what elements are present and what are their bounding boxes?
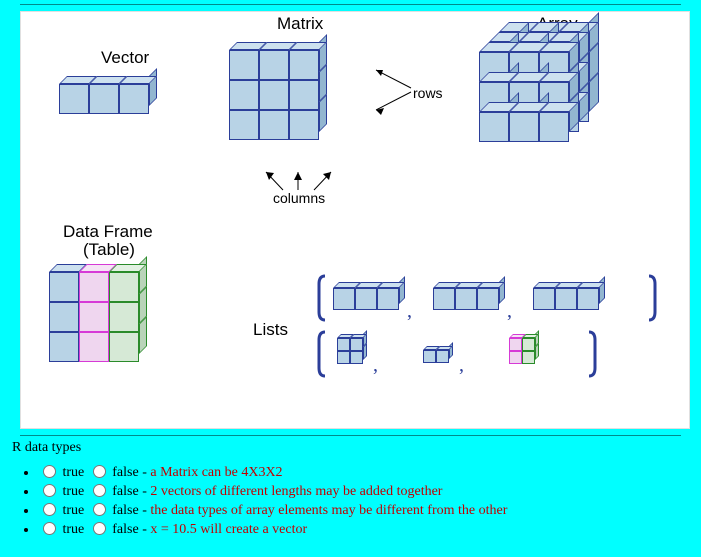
label-true: true — [59, 522, 88, 537]
label-true: true — [59, 484, 88, 499]
label-matrix: Matrix — [277, 14, 323, 34]
radio-true[interactable] — [43, 503, 56, 516]
question-statement: x = 10.5 will create a vector — [150, 522, 307, 537]
radio-true[interactable] — [43, 484, 56, 497]
question-title: R data types — [12, 440, 691, 456]
arrows-matrix — [221, 40, 421, 210]
question-statement: the data types of array elements may be … — [150, 503, 507, 518]
label-false: false — [109, 522, 139, 537]
radio-false[interactable] — [93, 484, 106, 497]
question-row: true false - 2 vectors of different leng… — [38, 481, 691, 500]
shape-array — [479, 42, 599, 142]
divider-top — [20, 4, 681, 5]
question-row: true false - the data types of array ele… — [38, 500, 691, 519]
radio-true[interactable] — [43, 465, 56, 478]
label-false: false — [109, 465, 139, 480]
label-true: true — [59, 503, 88, 518]
divider-bottom — [20, 435, 681, 436]
radio-false[interactable] — [93, 465, 106, 478]
label-true: true — [59, 465, 88, 480]
label-vector: Vector — [101, 48, 149, 68]
radio-false[interactable] — [93, 503, 106, 516]
label-false: false — [109, 503, 139, 518]
radio-true[interactable] — [43, 522, 56, 535]
radio-false[interactable] — [93, 522, 106, 535]
shape-dataframe — [49, 264, 147, 362]
label-false: false — [109, 484, 139, 499]
question-row: true false - x = 10.5 will create a vect… — [38, 519, 691, 538]
diagram-panel: Vector Matrix Array rows columns Data Fr… — [20, 11, 690, 429]
question-statement: a Matrix can be 4X3X2 — [150, 465, 282, 480]
label-dataframe2: (Table) — [83, 240, 135, 260]
question-block: R data types true false - a Matrix can b… — [12, 440, 691, 538]
shape-vector — [59, 76, 157, 114]
question-list: true false - a Matrix can be 4X3X2 true … — [12, 462, 691, 538]
label-lists: Lists — [253, 320, 288, 340]
question-row: true false - a Matrix can be 4X3X2 — [38, 462, 691, 481]
question-statement: 2 vectors of different lengths may be ad… — [150, 484, 442, 499]
label-dataframe1: Data Frame — [63, 222, 153, 242]
